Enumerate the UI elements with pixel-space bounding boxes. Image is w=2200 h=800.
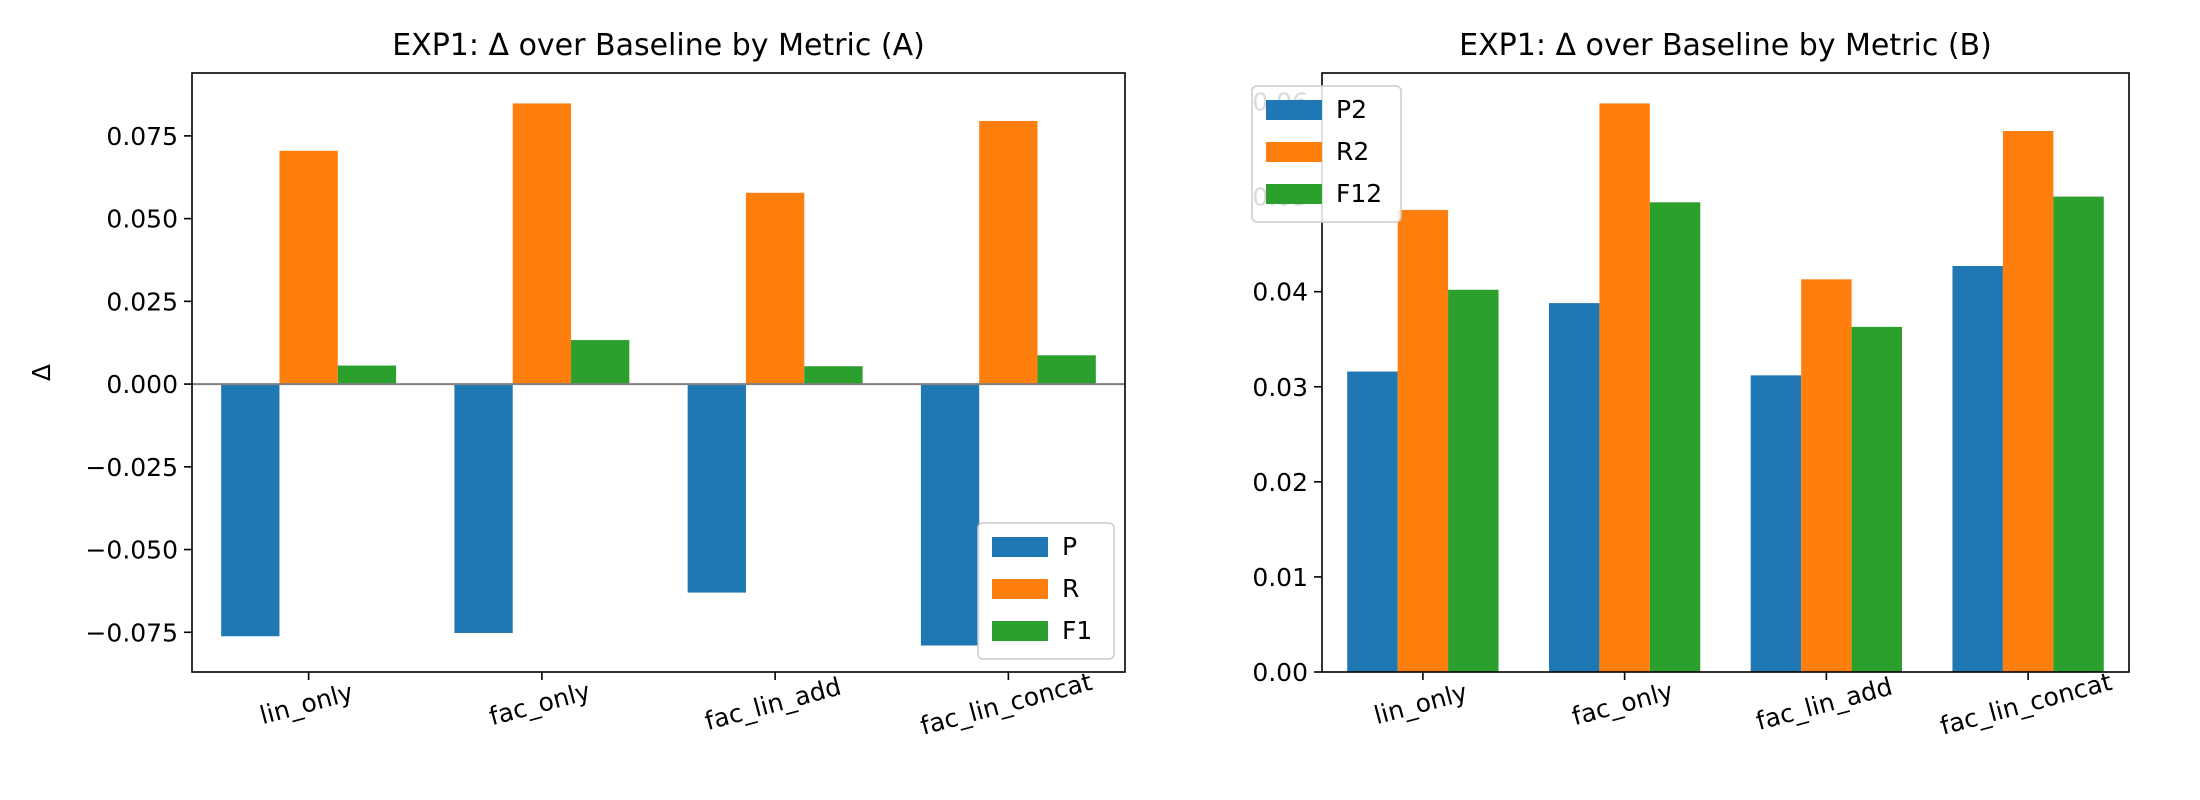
bar-R2-fac_lin_add xyxy=(1801,279,1852,672)
y-tick-label: −0.075 xyxy=(85,618,178,647)
bar-F1-fac_lin_add xyxy=(804,366,863,385)
y-tick-label: 0.025 xyxy=(106,287,178,316)
legend-label: P xyxy=(1062,532,1077,561)
legend: PR F1 xyxy=(977,522,1115,660)
x-tick-label: fac_lin_concat xyxy=(917,667,1095,741)
y-tick-label: 0.00 xyxy=(1252,658,1308,687)
legend-swatch-F1 xyxy=(992,621,1048,641)
legend-swatch-R xyxy=(992,579,1048,599)
chart-title: EXP1: Δ over Baseline by Metric (A) xyxy=(392,28,925,63)
x-tick-label: fac_only xyxy=(486,676,593,731)
x-tick-label: fac_only xyxy=(1569,676,1676,731)
legend-swatch-P2 xyxy=(1266,100,1322,120)
legend-label: R2 xyxy=(1336,137,1369,166)
bar-F12-lin_only xyxy=(1448,289,1499,672)
bar-R2-lin_only xyxy=(1397,209,1449,672)
chart-panel-2: 0.000.010.020.030.040.050.06lin_onlyfac_… xyxy=(1251,28,2130,741)
bar-F1-lin_only xyxy=(337,365,397,385)
y-tick-label: 0.02 xyxy=(1252,468,1308,497)
bar-P2-fac_lin_add xyxy=(1750,375,1802,672)
y-tick-label: −0.025 xyxy=(85,453,178,482)
bar-F12-fac_lin_concat xyxy=(2053,196,2104,672)
y-tick-label: 0.000 xyxy=(106,370,178,399)
y-axis-label: Δ xyxy=(27,364,56,381)
x-tick-label: lin_only xyxy=(1371,677,1471,730)
bar-P2-lin_only xyxy=(1347,371,1398,672)
bar-F1-fac_only xyxy=(571,340,630,385)
bar-R-lin_only xyxy=(279,150,338,385)
chart-title: EXP1: Δ over Baseline by Metric (B) xyxy=(1459,28,1992,63)
y-tick-label: 0.01 xyxy=(1252,563,1308,592)
legend-label: F12 xyxy=(1336,179,1382,208)
plot-frame xyxy=(191,72,1126,673)
legend-label: F1 xyxy=(1062,616,1092,645)
bar-P-lin_only xyxy=(221,384,280,637)
x-tick-label: lin_only xyxy=(257,677,357,730)
y-tick-label: −0.050 xyxy=(85,536,178,565)
y-tick-label: 0.03 xyxy=(1252,373,1308,402)
bar-F12-fac_only xyxy=(1649,202,1701,673)
bar-R2-fac_lin_concat xyxy=(2002,130,2054,672)
legend-swatch-P xyxy=(992,537,1048,557)
x-tick-label: fac_lin_add xyxy=(1753,672,1895,736)
bar-P2-fac_lin_concat xyxy=(1952,266,2003,672)
chart-panel-1: −0.075 −0.050 −0.025 0.000 0.025 0.050 0.075 li… xyxy=(27,28,1126,741)
legend-label: P2 xyxy=(1336,95,1367,124)
y-tick-label: 0.075 xyxy=(106,122,178,151)
bar-R-fac_lin_concat xyxy=(979,120,1038,385)
y-tick-label: 0.04 xyxy=(1252,278,1308,307)
bar-F12-fac_lin_add xyxy=(1851,326,1903,672)
legend-swatch-R2 xyxy=(1266,142,1322,162)
bar-F1-fac_lin_concat xyxy=(1037,355,1096,385)
y-tick-label: 0.050 xyxy=(106,205,178,234)
plot-frame xyxy=(1321,72,2130,673)
bar-P2-fac_only xyxy=(1548,303,1600,672)
bar-P-fac_lin_concat xyxy=(920,384,980,646)
legend-swatch-F12 xyxy=(1266,184,1322,204)
bar-P-fac_lin_add xyxy=(687,384,746,593)
legend-label: R xyxy=(1062,574,1079,603)
x-tick-label: fac_lin_concat xyxy=(1937,667,2115,741)
x-tick-label: fac_lin_add xyxy=(702,672,844,736)
bar-R-fac_lin_add xyxy=(745,192,805,385)
bar-R-fac_only xyxy=(512,103,572,385)
bar-R2-fac_only xyxy=(1599,103,1650,672)
legend: P2 R2 F12 xyxy=(1251,85,1402,223)
bar-P-fac_only xyxy=(454,384,513,633)
